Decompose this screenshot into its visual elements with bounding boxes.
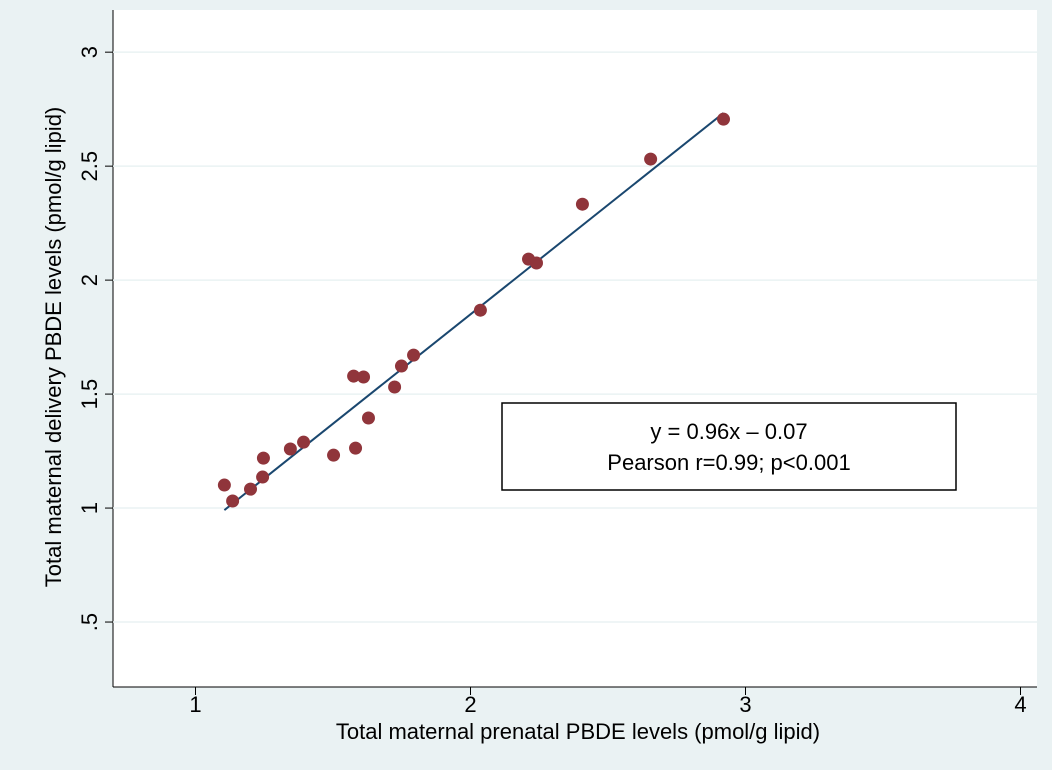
point <box>717 112 730 126</box>
point <box>394 359 408 373</box>
annotation: Pearson r=0.99; p<0.001 <box>607 450 850 475</box>
point <box>226 494 240 508</box>
point <box>473 303 487 317</box>
point <box>349 441 363 455</box>
x-axis-label: Total maternal prenatal PBDE levels (pmo… <box>336 719 820 744</box>
point <box>644 152 658 166</box>
point <box>388 380 402 394</box>
annotation-box <box>501 402 957 491</box>
y-axis-label: Total maternal delivery PBDE levels (pmo… <box>41 107 66 588</box>
annotation: y = 0.96x – 0.07 <box>650 419 807 444</box>
y-tick-label: 3 <box>77 46 102 58</box>
point <box>361 411 375 425</box>
y-tick-label: 1.5 <box>77 379 102 410</box>
y-tick-label: 2 <box>77 274 102 286</box>
point <box>347 369 361 383</box>
y-tick-label: .5 <box>77 613 102 631</box>
x-tick-label: 1 <box>189 692 201 717</box>
point <box>244 482 257 496</box>
point <box>217 478 231 492</box>
point <box>327 448 341 462</box>
point <box>575 197 589 211</box>
x-tick-label: 3 <box>739 692 751 717</box>
point <box>297 435 311 449</box>
x-tick-label: 4 <box>1014 692 1026 717</box>
point <box>357 370 371 384</box>
y-tick-label: 1 <box>77 502 102 514</box>
point <box>256 470 270 484</box>
x-tick-label: 2 <box>464 692 476 717</box>
y-tick-label: 2.5 <box>77 151 102 182</box>
point <box>256 451 270 465</box>
point <box>283 442 297 456</box>
plot-area <box>113 10 1037 687</box>
point <box>530 256 543 270</box>
point <box>407 348 421 362</box>
